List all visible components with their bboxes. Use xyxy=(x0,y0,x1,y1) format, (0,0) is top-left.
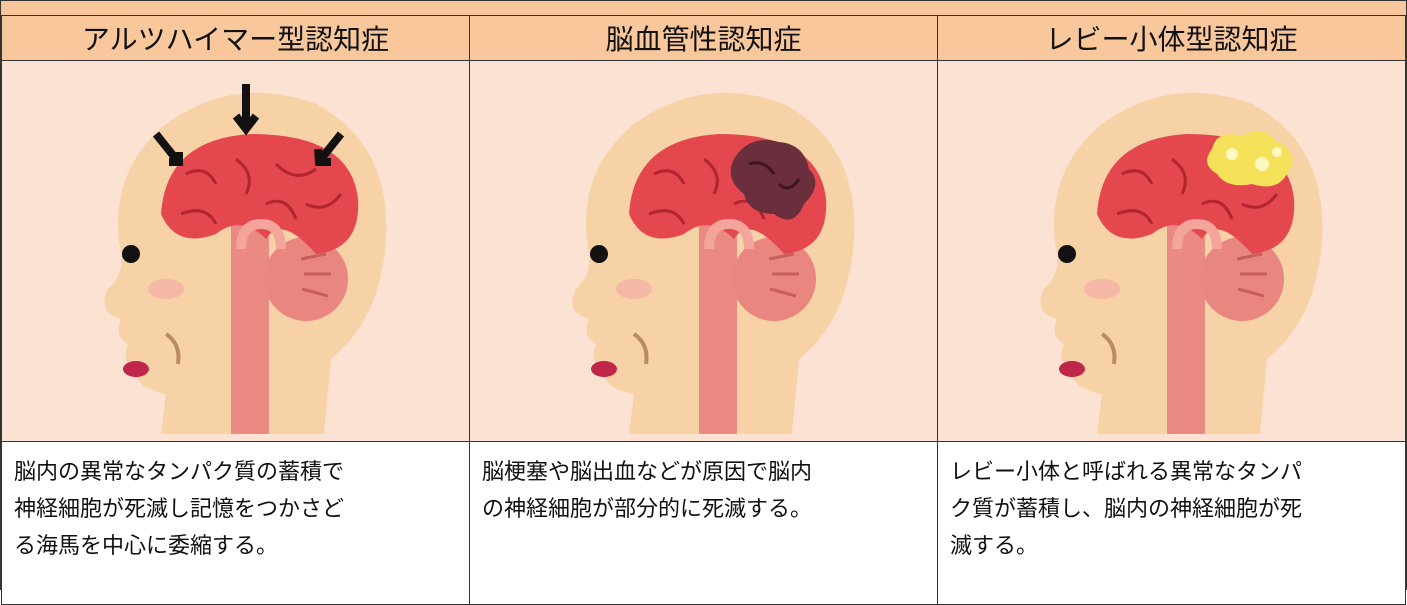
description-cell: 脳梗塞や脳出血などが原因で脳内 の神経細胞が部分的に死滅する。 xyxy=(469,441,938,605)
description-line: 脳内の異常なタンパク質の蓄積で xyxy=(14,460,345,485)
description-line: ク質が蓄積し、脳内の神経細胞が死 xyxy=(950,497,1303,522)
header-cell: レビー小体型認知症 xyxy=(937,15,1406,61)
description-cell: レビー小体と呼ばれる異常なタンパ ク質が蓄積し、脳内の神経細胞が死 滅する。 xyxy=(937,441,1406,605)
description-line: レビー小体と呼ばれる異常なタンパ xyxy=(950,460,1303,485)
image-cell xyxy=(469,60,938,442)
image-cell xyxy=(937,60,1406,442)
description-line: の神経細胞が部分的に死滅する。 xyxy=(482,497,813,522)
image-cell xyxy=(1,60,470,442)
description-line: る海馬を中心に委縮する。 xyxy=(14,534,279,559)
description-row: 脳内の異常なタンパク質の蓄積で 神経細胞が死滅し記憶をつかさど る海馬を中心に委縮す… xyxy=(1,441,1406,605)
description-line: 神経細胞が死滅し記憶をつかさど xyxy=(14,497,345,522)
description-cell: 脳内の異常なタンパク質の蓄積で 神経細胞が死滅し記憶をつかさど る海馬を中心に委縮す… xyxy=(1,441,470,605)
comparison-table: アルツハイマー型認知症 脳血管性認知症 レビー小体型認知症 xyxy=(1,15,1406,605)
header-cell: 脳血管性認知症 xyxy=(469,15,938,61)
lewy-illustration xyxy=(1002,64,1342,439)
description-line: 脳梗塞や脳出血などが原因で脳内 xyxy=(482,460,813,485)
header-row: アルツハイマー型認知症 脳血管性認知症 レビー小体型認知症 xyxy=(1,15,1406,61)
header-cell: アルツハイマー型認知症 xyxy=(1,15,470,61)
alzheimer-illustration xyxy=(66,83,406,439)
image-row xyxy=(1,60,1406,442)
description-line: 滅する。 xyxy=(950,534,1039,559)
vascular-illustration xyxy=(534,64,874,439)
